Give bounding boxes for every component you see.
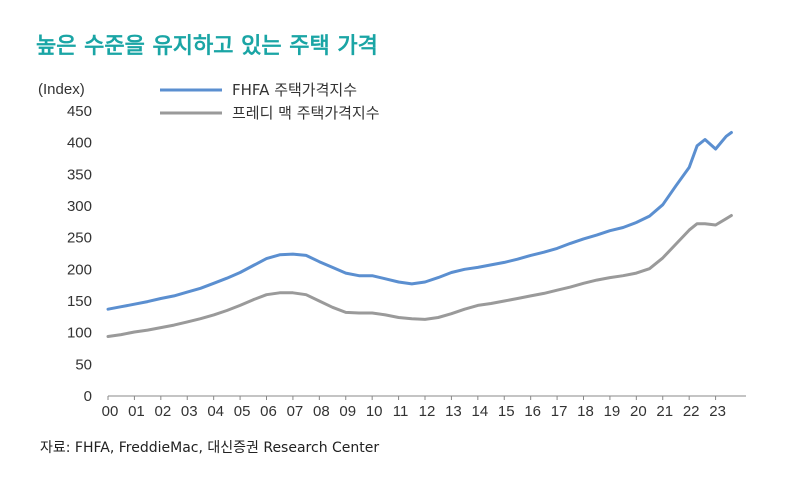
x-tick-label: 23 — [709, 403, 726, 420]
chart-title: 높은 수준을 유지하고 있는 주택 가격 — [36, 34, 378, 59]
x-tick-label: 21 — [656, 403, 673, 420]
y-tick-label: 200 — [67, 261, 92, 278]
x-tick-label: 15 — [498, 403, 515, 420]
x-tick-label: 12 — [419, 403, 436, 420]
series-line-2 — [106, 214, 733, 338]
x-tick-label: 08 — [313, 403, 330, 420]
y-tick-label: 300 — [67, 198, 92, 215]
x-tick-label: 09 — [339, 403, 356, 420]
x-tick-label: 02 — [154, 403, 171, 420]
y-tick-label: 150 — [67, 293, 92, 310]
x-tick-label: 19 — [604, 403, 621, 420]
series-line-1 — [106, 131, 733, 311]
y-tick-label: 50 — [75, 356, 92, 373]
x-tick-label: 17 — [551, 403, 568, 420]
x-tick-label: 20 — [630, 403, 647, 420]
y-tick-label: 450 — [67, 103, 92, 120]
x-tick-label: 18 — [577, 403, 594, 420]
x-tick-label: 14 — [471, 403, 488, 420]
x-tick-label: 07 — [287, 403, 304, 420]
x-tick-label: 00 — [102, 403, 119, 420]
y-tick-label: 350 — [67, 166, 92, 183]
y-tick-label: 100 — [67, 325, 92, 342]
x-tick-label: 01 — [128, 403, 145, 420]
y-tick-label: 250 — [67, 230, 92, 247]
x-tick-label: 05 — [234, 403, 251, 420]
x-tick-label: 13 — [445, 403, 462, 420]
x-tick-label: 03 — [181, 403, 198, 420]
x-tick-label: 16 — [524, 403, 541, 420]
x-tick-label: 06 — [260, 403, 277, 420]
y-axis-unit-label: (Index) — [38, 81, 85, 98]
series-lines — [106, 131, 733, 338]
x-tick-label: 11 — [393, 403, 409, 420]
y-tick-label: 400 — [67, 135, 92, 152]
legend-label-1: FHFA 주택가격지수 — [232, 81, 357, 99]
x-tick-label: 22 — [683, 403, 700, 420]
y-tick-label: 0 — [84, 388, 92, 405]
source-note: 자료: FHFA, FreddieMac, 대신증권 Research Cent… — [40, 440, 380, 456]
x-axis-ticks: 00 01 02 03 04 05 06 07 08 09 10 11 12 13 14 15 16 17 18 19… — [102, 396, 726, 420]
legend-label-2: 프레디 맥 주택가격지수 — [232, 104, 380, 122]
x-tick-label: 04 — [207, 403, 224, 420]
x-tick-label: 10 — [366, 403, 383, 420]
y-axis-ticks: 0 50 100 150 200 250 300 350 400 450 — [67, 103, 92, 405]
